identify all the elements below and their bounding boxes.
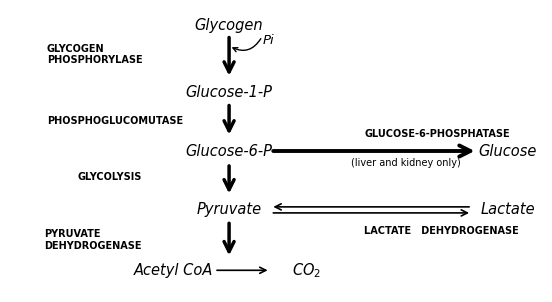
Text: PYRUVATE
DEHYDROGENASE: PYRUVATE DEHYDROGENASE: [44, 229, 142, 251]
Text: Glucose-1-P: Glucose-1-P: [185, 85, 273, 100]
Text: (liver and kidney only): (liver and kidney only): [351, 158, 460, 168]
Text: GLUCOSE-6-PHOSPHATASE: GLUCOSE-6-PHOSPHATASE: [364, 129, 510, 140]
Text: Glycogen: Glycogen: [195, 18, 263, 33]
Text: PHOSPHOGLUCOMUTASE: PHOSPHOGLUCOMUTASE: [47, 116, 183, 126]
Text: CO$_2$: CO$_2$: [291, 261, 321, 280]
Text: Pi: Pi: [263, 34, 274, 47]
Text: LACTATE   DEHYDROGENASE: LACTATE DEHYDROGENASE: [364, 226, 519, 236]
Text: Lactate: Lactate: [481, 202, 535, 217]
Text: Acetyl CoA: Acetyl CoA: [134, 263, 214, 278]
Text: GLYCOLYSIS: GLYCOLYSIS: [77, 172, 142, 182]
Text: Glucose-6-P: Glucose-6-P: [185, 143, 273, 159]
Text: Glucose: Glucose: [479, 143, 537, 159]
Text: Pyruvate: Pyruvate: [197, 202, 262, 217]
Text: GLYCOGEN
PHOSPHORYLASE: GLYCOGEN PHOSPHORYLASE: [47, 43, 142, 65]
